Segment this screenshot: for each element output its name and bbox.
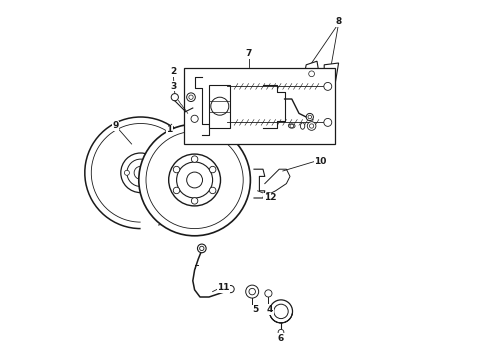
Circle shape — [187, 93, 196, 102]
Text: 9: 9 — [112, 122, 119, 130]
Circle shape — [249, 288, 255, 295]
Circle shape — [245, 285, 259, 298]
Circle shape — [187, 172, 202, 188]
Text: 6: 6 — [278, 334, 284, 343]
Circle shape — [139, 124, 250, 236]
Ellipse shape — [289, 124, 295, 128]
Circle shape — [192, 156, 198, 162]
Circle shape — [192, 198, 198, 204]
Circle shape — [306, 113, 314, 121]
Circle shape — [173, 187, 180, 194]
Circle shape — [173, 166, 180, 173]
Circle shape — [309, 71, 315, 77]
Text: 12: 12 — [264, 194, 276, 202]
Circle shape — [227, 285, 234, 293]
Bar — [184, 68, 335, 144]
Circle shape — [307, 122, 316, 130]
Bar — [209, 85, 230, 128]
Text: 2: 2 — [170, 68, 176, 77]
Circle shape — [145, 182, 150, 187]
Ellipse shape — [300, 123, 305, 129]
Text: 8: 8 — [336, 17, 342, 26]
Circle shape — [189, 95, 193, 99]
Text: 4: 4 — [267, 305, 273, 314]
Circle shape — [176, 162, 213, 198]
Circle shape — [209, 187, 216, 194]
Circle shape — [265, 290, 272, 297]
Circle shape — [267, 194, 270, 198]
Circle shape — [127, 159, 154, 186]
Circle shape — [169, 154, 220, 206]
Circle shape — [290, 124, 294, 128]
Circle shape — [199, 246, 204, 251]
Text: 3: 3 — [170, 82, 176, 91]
Circle shape — [308, 115, 312, 119]
Polygon shape — [324, 63, 339, 86]
Circle shape — [324, 82, 332, 90]
Text: 1: 1 — [166, 125, 172, 134]
Circle shape — [171, 94, 178, 101]
Polygon shape — [303, 61, 320, 90]
Circle shape — [145, 158, 150, 163]
Circle shape — [310, 124, 314, 128]
Text: 5: 5 — [253, 305, 259, 314]
Circle shape — [324, 118, 332, 126]
Circle shape — [121, 153, 160, 193]
Text: 10: 10 — [315, 157, 327, 166]
Circle shape — [134, 166, 147, 179]
Circle shape — [197, 244, 206, 253]
Circle shape — [209, 166, 216, 173]
Text: 11: 11 — [217, 284, 230, 292]
Text: 7: 7 — [245, 49, 252, 58]
Circle shape — [274, 304, 288, 319]
Circle shape — [211, 97, 229, 115]
Circle shape — [270, 300, 293, 323]
Circle shape — [146, 131, 243, 229]
Circle shape — [191, 115, 198, 122]
Circle shape — [265, 193, 272, 200]
Circle shape — [278, 329, 284, 335]
Circle shape — [124, 170, 129, 175]
